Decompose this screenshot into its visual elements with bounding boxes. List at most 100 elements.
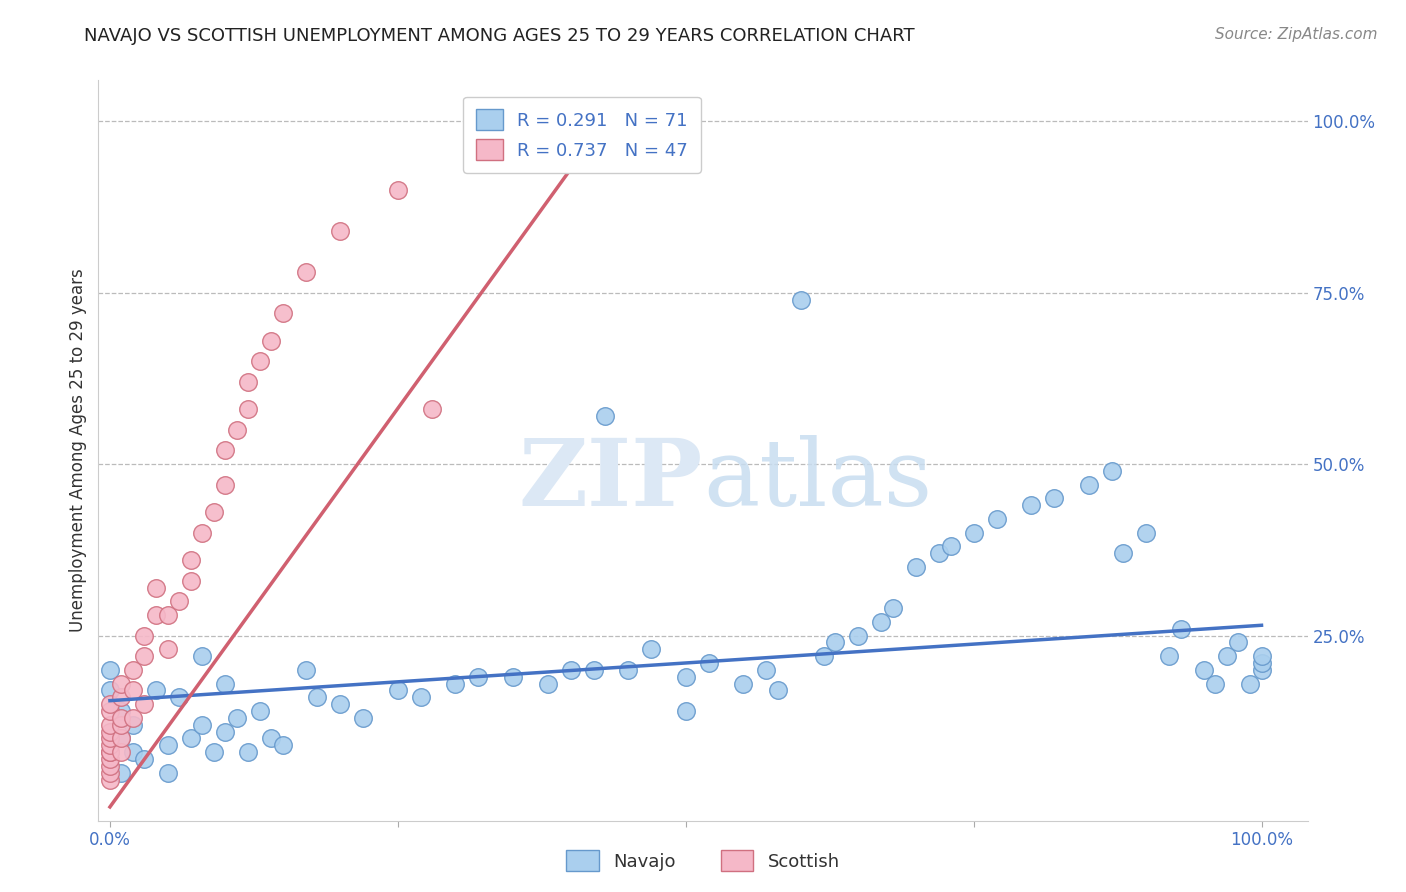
Point xyxy=(214,477,236,491)
Point xyxy=(260,334,283,348)
Point xyxy=(536,676,558,690)
Point xyxy=(560,663,582,677)
Point xyxy=(98,697,121,711)
Point xyxy=(145,581,167,595)
Point xyxy=(98,745,121,759)
Point xyxy=(110,731,132,746)
Point xyxy=(1043,491,1066,506)
Point xyxy=(98,717,121,731)
Point xyxy=(1204,676,1226,690)
Point xyxy=(214,724,236,739)
Point xyxy=(1216,649,1239,664)
Point xyxy=(352,711,374,725)
Point xyxy=(122,711,145,725)
Point xyxy=(1250,656,1272,670)
Point xyxy=(986,512,1008,526)
Point xyxy=(271,738,294,752)
Point xyxy=(939,540,962,554)
Point xyxy=(98,724,121,739)
Point xyxy=(675,670,697,684)
Point xyxy=(98,752,121,766)
Point xyxy=(1135,525,1157,540)
Point xyxy=(202,745,225,759)
Point xyxy=(329,697,352,711)
Point xyxy=(790,293,813,307)
Point xyxy=(755,663,778,677)
Point xyxy=(236,402,259,417)
Point xyxy=(134,752,156,766)
Point xyxy=(1227,635,1250,649)
Point xyxy=(110,711,132,725)
Point xyxy=(110,745,132,759)
Point xyxy=(1112,546,1135,560)
Point xyxy=(422,402,444,417)
Point xyxy=(202,505,225,519)
Point xyxy=(1077,477,1099,491)
Point xyxy=(110,676,132,690)
Point xyxy=(582,663,605,677)
Point xyxy=(905,560,928,574)
Point xyxy=(617,663,640,677)
Point xyxy=(98,731,121,746)
Point xyxy=(167,690,190,705)
Point xyxy=(1250,649,1272,664)
Point xyxy=(156,642,179,657)
Point xyxy=(191,525,214,540)
Point xyxy=(502,670,524,684)
Legend: Navajo, Scottish: Navajo, Scottish xyxy=(560,843,846,879)
Point xyxy=(387,683,409,698)
Point xyxy=(122,745,145,759)
Point xyxy=(98,683,121,698)
Point xyxy=(1159,649,1181,664)
Point xyxy=(1101,464,1123,478)
Text: NAVAJO VS SCOTTISH UNEMPLOYMENT AMONG AGES 25 TO 29 YEARS CORRELATION CHART: NAVAJO VS SCOTTISH UNEMPLOYMENT AMONG AG… xyxy=(84,27,915,45)
Point xyxy=(122,717,145,731)
Point xyxy=(98,765,121,780)
Point xyxy=(110,690,132,705)
Point xyxy=(1250,663,1272,677)
Point xyxy=(733,676,755,690)
Point xyxy=(98,759,121,773)
Point xyxy=(98,745,121,759)
Point xyxy=(1019,498,1042,512)
Point xyxy=(387,183,409,197)
Point xyxy=(180,553,202,567)
Point xyxy=(167,594,190,608)
Y-axis label: Unemployment Among Ages 25 to 29 years: Unemployment Among Ages 25 to 29 years xyxy=(69,268,87,632)
Point xyxy=(409,690,432,705)
Point xyxy=(249,354,271,368)
Point xyxy=(98,738,121,752)
Point xyxy=(156,607,179,622)
Point xyxy=(271,306,294,320)
Point xyxy=(640,642,662,657)
Point xyxy=(870,615,893,629)
Point xyxy=(962,525,984,540)
Point xyxy=(813,649,835,664)
Point xyxy=(848,629,870,643)
Point xyxy=(225,423,247,437)
Point xyxy=(110,731,132,746)
Point xyxy=(110,704,132,718)
Point xyxy=(145,607,167,622)
Point xyxy=(191,649,214,664)
Point xyxy=(110,717,132,731)
Point xyxy=(882,601,904,615)
Point xyxy=(467,135,489,149)
Point xyxy=(582,114,605,128)
Point xyxy=(824,635,846,649)
Point xyxy=(214,443,236,458)
Text: ZIP: ZIP xyxy=(519,435,703,525)
Point xyxy=(122,683,145,698)
Point xyxy=(236,375,259,389)
Point xyxy=(1239,676,1261,690)
Point xyxy=(444,676,467,690)
Point xyxy=(236,745,259,759)
Point xyxy=(675,704,697,718)
Point xyxy=(1192,663,1215,677)
Point xyxy=(467,670,489,684)
Point xyxy=(156,765,179,780)
Text: atlas: atlas xyxy=(703,435,932,525)
Point xyxy=(214,676,236,690)
Point xyxy=(191,717,214,731)
Point xyxy=(122,663,145,677)
